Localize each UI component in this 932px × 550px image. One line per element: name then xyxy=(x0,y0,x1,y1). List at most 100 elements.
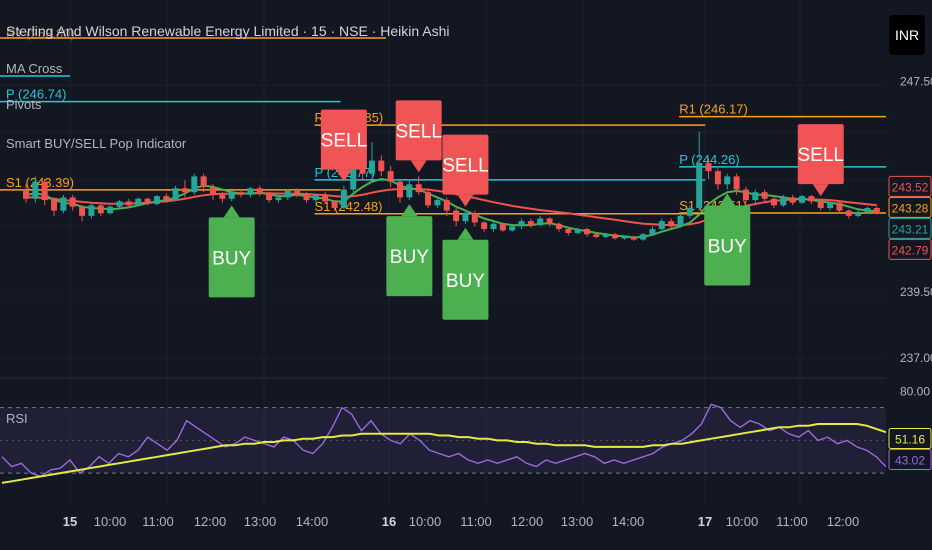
indicator-name: Smart BUY/SELL Pop Indicator xyxy=(6,136,187,151)
candle-body xyxy=(509,226,516,231)
candle-body xyxy=(79,206,86,216)
candle-body xyxy=(789,197,796,203)
candle xyxy=(630,235,637,241)
candle-body xyxy=(565,229,572,233)
candle xyxy=(742,186,749,203)
candle xyxy=(397,179,403,203)
time-tick-label: 10:00 xyxy=(726,514,759,529)
buy-marker-label: BUY xyxy=(708,237,747,258)
candle xyxy=(238,189,245,198)
price-badge: 243.52 xyxy=(888,175,932,197)
price-badge-box xyxy=(888,196,932,218)
candle xyxy=(565,227,572,236)
pivot-label: S1 (242.48) xyxy=(315,199,383,214)
candle xyxy=(60,194,67,214)
candle xyxy=(247,186,254,198)
candle xyxy=(415,176,422,195)
price-badge-box xyxy=(888,175,932,197)
rsi-badge-label: 51.16 xyxy=(895,432,925,446)
candle-body xyxy=(584,229,590,235)
candle-body xyxy=(453,210,460,222)
candle-body xyxy=(443,200,450,211)
buy-marker-arrow xyxy=(719,193,736,206)
price-tick-label: 239.50 xyxy=(900,285,932,299)
time-tick-label: 10:00 xyxy=(94,514,127,529)
candle-body xyxy=(228,192,235,199)
sell-marker-box xyxy=(797,124,844,185)
time-tick-label: 13:00 xyxy=(561,514,594,529)
candle xyxy=(303,192,310,203)
candle-body xyxy=(602,234,609,237)
candles xyxy=(23,131,880,241)
price-axis: 237.00 239.50 247.50 243.52 243.28 243.21 242.… xyxy=(886,0,932,550)
candle-body xyxy=(621,236,628,239)
currency-button-label: INR xyxy=(894,27,920,43)
candle xyxy=(602,232,609,239)
buy-marker-box xyxy=(442,239,489,320)
sell-marker-arrow xyxy=(410,160,427,173)
candle xyxy=(527,218,534,228)
time-tick-label: 16 xyxy=(382,514,396,529)
candle xyxy=(191,173,198,195)
candle-body xyxy=(322,194,329,202)
candle-body xyxy=(415,184,422,193)
buy-marker-label: BUY xyxy=(446,271,485,292)
candle xyxy=(705,157,712,180)
time-tick-label: 12:00 xyxy=(194,514,227,529)
candle xyxy=(714,168,721,190)
candle-body xyxy=(527,221,534,226)
candle-body xyxy=(172,188,179,201)
candle xyxy=(116,200,123,208)
candle xyxy=(41,179,48,206)
candle xyxy=(331,200,338,211)
candle-body xyxy=(808,196,815,202)
candle-body xyxy=(827,202,834,208)
candle-body xyxy=(200,176,207,187)
candle-body xyxy=(658,221,665,230)
candle xyxy=(425,189,432,208)
candle xyxy=(462,210,469,224)
sell-marker-box xyxy=(442,134,489,195)
candle-body xyxy=(490,223,497,230)
sell-marker: SELL xyxy=(797,124,844,197)
candle xyxy=(228,190,235,202)
rsi-panel: RSI xyxy=(0,403,887,484)
candle-body xyxy=(294,190,301,195)
candle-body xyxy=(350,165,357,190)
candle-body xyxy=(761,192,768,199)
time-tick-label: 15 xyxy=(63,514,77,529)
price-badge: 243.21 xyxy=(888,217,932,239)
buy-marker-arrow xyxy=(223,205,240,218)
candle xyxy=(593,232,600,239)
candle xyxy=(172,185,179,202)
candle-body xyxy=(855,211,862,216)
candle-body xyxy=(593,234,600,237)
candle xyxy=(799,194,806,205)
candle xyxy=(555,222,562,232)
candle-body xyxy=(612,234,619,239)
candle-body xyxy=(51,200,58,211)
candle-body xyxy=(537,218,544,226)
candle xyxy=(761,189,768,202)
candle-body xyxy=(153,196,160,205)
candle-body xyxy=(303,194,310,201)
candle-body xyxy=(144,198,151,205)
candle-body xyxy=(686,207,693,216)
sell-marker-label: SELL xyxy=(395,121,441,142)
pivot-label: P (246.74) xyxy=(6,87,66,102)
candle-body xyxy=(836,202,843,211)
candle-body xyxy=(368,160,375,174)
price-badge: 243.28 xyxy=(888,196,932,218)
candle-body xyxy=(873,207,880,214)
candle xyxy=(23,184,29,203)
candle-body xyxy=(780,197,787,206)
candle xyxy=(181,180,188,198)
buy-marker-label: BUY xyxy=(212,248,251,269)
candle xyxy=(836,200,843,214)
time-axis: 15 10:00 11:00 12:00 13:00 14:00 16 10:00 11:00 1… xyxy=(63,514,860,529)
candle-body xyxy=(471,213,478,223)
price-tick-label: 247.50 xyxy=(900,75,932,89)
price-badge: 242.79 xyxy=(888,238,932,260)
currency-button[interactable]: INR xyxy=(889,15,925,55)
